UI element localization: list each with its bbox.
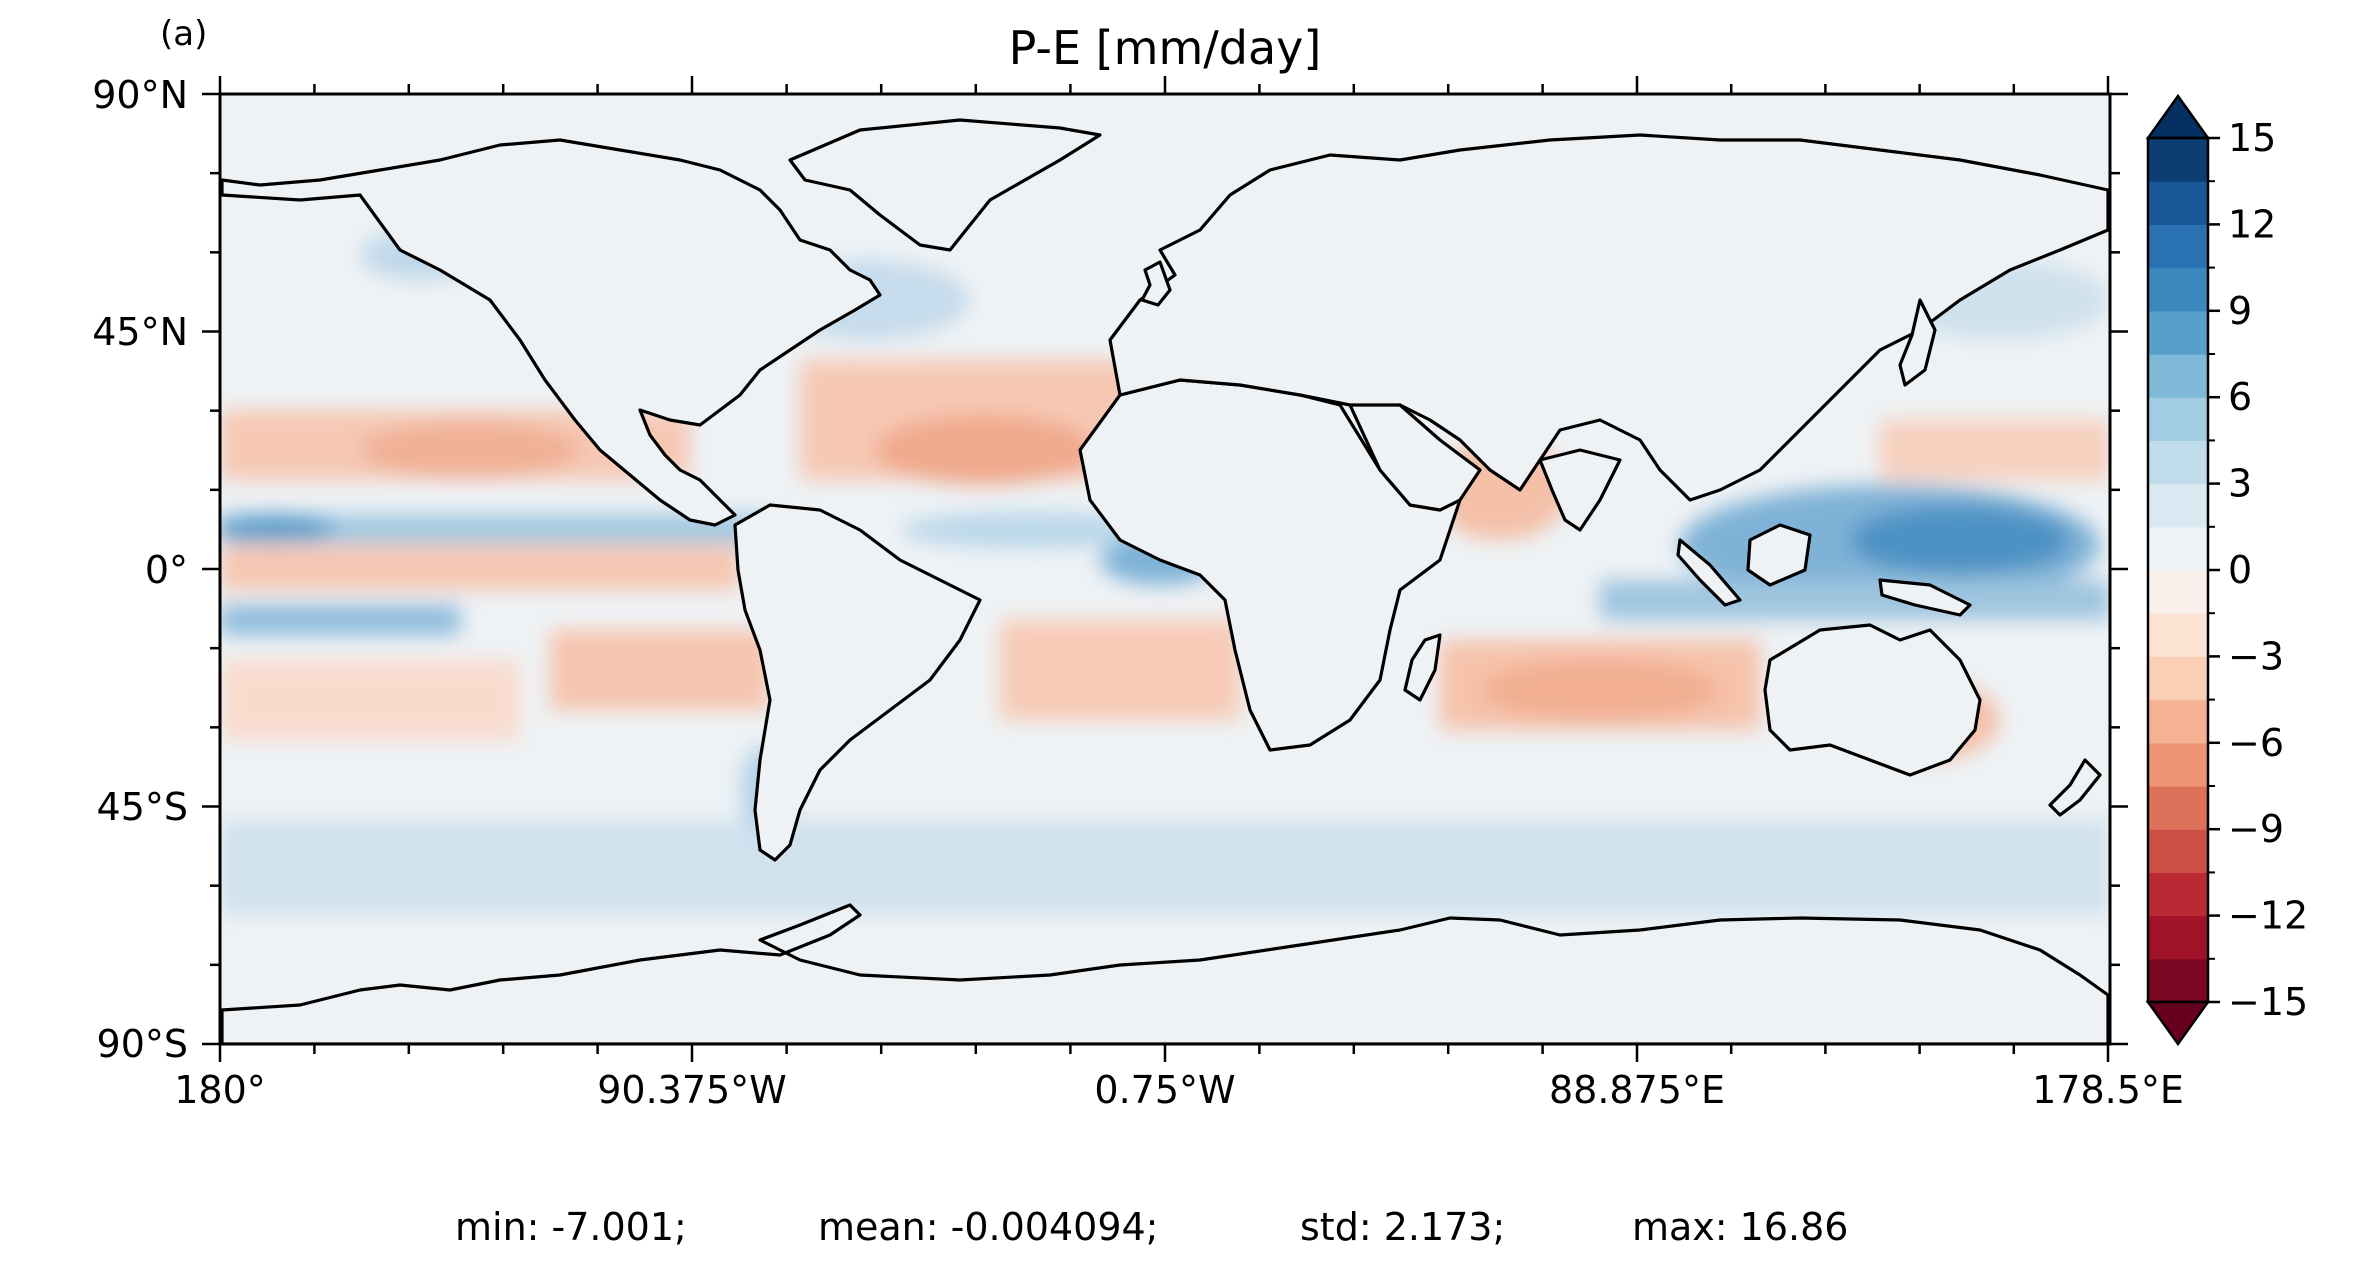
colorbar-tick-label: 12	[2228, 202, 2276, 246]
spcz-band	[220, 605, 460, 635]
colorbar-segment	[2148, 829, 2208, 873]
dry-core-s-indian	[1480, 660, 1720, 720]
colorbar-tick-label: 3	[2228, 462, 2252, 506]
colorbar-extend-max	[2145, 93, 2211, 140]
land-masks	[220, 118, 2110, 1044]
colorbar-segment	[2148, 742, 2208, 787]
colorbar-segment	[2148, 958, 2208, 1003]
dry-core-n-pacific	[360, 422, 580, 478]
colorbar-segment	[2148, 138, 2208, 182]
dry-band-e-pacific	[1880, 420, 2110, 480]
landmass-new-zealand	[2048, 758, 2102, 817]
dry-equatorial-pacific	[220, 545, 740, 590]
x-tick-label: 90.375°W	[597, 1068, 787, 1112]
colorbar-segment	[2148, 224, 2208, 269]
colorbar-segment	[2148, 483, 2208, 528]
stat-min: min: -7.001;	[455, 1205, 687, 1249]
landmass-africa	[1078, 378, 1462, 752]
colorbar-segment	[2148, 915, 2208, 960]
x-tick-label: 0.75°W	[1094, 1068, 1235, 1112]
y-tick-label: 90°N	[92, 73, 188, 117]
colorbar-segment	[2148, 310, 2208, 355]
colorbar-segment	[2148, 656, 2208, 701]
map-field	[220, 94, 2110, 1044]
map-title: P-E [mm/day]	[1009, 21, 1322, 75]
colorbar-tick-label: −12	[2228, 894, 2308, 938]
panel-label: (a)	[160, 14, 207, 54]
colorbar-segment	[2148, 181, 2208, 225]
x-axis-labels: 180° 90.375°W 0.75°W 88.875°E 178.5°E	[174, 1068, 2184, 1112]
colorbar: 15 12 9 6 3 0 −3 −6 −9 −12 −15	[2145, 93, 2308, 1047]
itcz-atlantic	[900, 512, 1160, 548]
colorbar-tick-label: −15	[2228, 980, 2308, 1024]
landmass-north-america	[220, 138, 882, 527]
dry-band-s-pacific	[550, 630, 770, 710]
colorbar-segment	[2148, 267, 2208, 312]
colorbar-extend-min	[2145, 1000, 2211, 1047]
colorbar-tick-label: −9	[2228, 807, 2284, 851]
landmass-indonesia-borneo	[1746, 523, 1812, 587]
dry-band-s-atlantic	[1000, 620, 1240, 720]
colorbar-segment	[2148, 786, 2208, 830]
wet-maritime-core	[1850, 505, 2070, 575]
colorbar-segment	[2148, 526, 2208, 571]
colorbar-tick-label: 15	[2228, 116, 2276, 160]
x-tick-label: 178.5°E	[2032, 1068, 2184, 1112]
y-axis-labels: 90°N 45°N 0° 45°S 90°S	[92, 73, 188, 1066]
stat-mean: mean: -0.004094;	[818, 1205, 1158, 1249]
dry-core-n-atlantic	[875, 415, 1095, 485]
colorbar-segment	[2148, 699, 2208, 744]
landmass-sumatra	[1676, 538, 1742, 607]
stat-max: max: 16.86	[1632, 1205, 1848, 1249]
stat-std: std: 2.173;	[1300, 1205, 1505, 1249]
y-tick-label: 90°S	[97, 1022, 188, 1066]
itcz-core	[220, 514, 335, 542]
landmass-greenland	[788, 118, 1102, 252]
y-tick-label: 45°S	[97, 785, 188, 829]
colorbar-tick-label: 9	[2228, 289, 2252, 333]
colorbar-tick-label: 0	[2228, 548, 2252, 592]
colorbar-segment	[2148, 570, 2208, 614]
x-tick-label: 180°	[174, 1068, 266, 1112]
colorbar-segment	[2148, 397, 2208, 441]
dry-band-se-pacific	[220, 660, 520, 740]
landmass-south-america	[733, 503, 982, 862]
stats-line: min: -7.001; mean: -0.004094; std: 2.173…	[455, 1205, 1848, 1249]
colorbar-segment	[2148, 354, 2208, 398]
colorbar-tick-label: −3	[2228, 634, 2284, 678]
landmass-australia	[1763, 623, 1982, 777]
landmass-india	[1538, 448, 1622, 532]
landmass-japan	[1898, 298, 1937, 387]
landmass-antarctica	[220, 903, 2110, 1044]
colorbar-tick-label: −6	[2228, 721, 2284, 765]
landmass-madagascar	[1403, 633, 1442, 702]
y-tick-label: 0°	[145, 548, 188, 592]
colorbar-segment	[2148, 613, 2208, 657]
colorbar-tick-label: 6	[2228, 375, 2252, 419]
landmass-uk	[1140, 260, 1172, 307]
colorbar-segment	[2148, 440, 2208, 485]
axis-ticks	[202, 76, 2128, 1062]
wet-band-e-indian	[1600, 580, 2110, 620]
landmass-new-guinea	[1878, 578, 1972, 617]
storm-track-southern	[220, 820, 2110, 915]
colorbar-segment	[2148, 872, 2208, 917]
landmass-arabia	[1348, 403, 1482, 512]
x-tick-label: 88.875°E	[1549, 1068, 1725, 1112]
y-tick-label: 45°N	[92, 310, 188, 354]
